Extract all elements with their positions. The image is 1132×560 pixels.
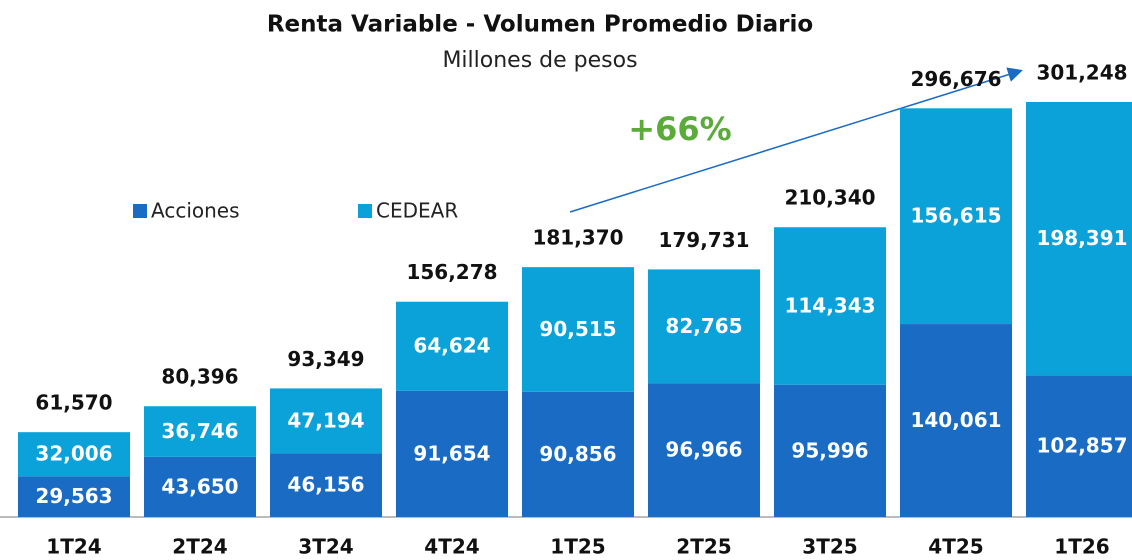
segment-label: 114,343 (784, 293, 875, 317)
segment-label: 140,061 (910, 408, 1001, 432)
legend-label: Acciones (151, 199, 240, 223)
bar-segment (270, 453, 382, 517)
bar-segment (1026, 102, 1132, 376)
x-tick-label: 1T26 (1054, 535, 1109, 559)
total-label: 181,370 (532, 226, 623, 250)
total-label: 179,731 (658, 228, 749, 252)
segment-label: 82,765 (665, 314, 742, 338)
x-tick-label: 4T24 (424, 535, 479, 559)
total-label: 156,278 (406, 260, 497, 284)
segment-label: 95,996 (791, 438, 868, 462)
x-tick-label: 4T25 (928, 535, 983, 559)
bar-segment (144, 406, 256, 457)
bar-segment (900, 324, 1012, 517)
bar-segment (900, 108, 1012, 325)
bar-segment (18, 476, 130, 517)
x-tick-label: 3T25 (802, 535, 857, 559)
bar-segment (270, 388, 382, 454)
x-tick-label: 1T25 (550, 535, 605, 559)
segment-label: 47,194 (287, 408, 364, 432)
bar-segment (648, 269, 760, 384)
segment-label: 96,966 (665, 438, 742, 462)
segment-label: 198,391 (1036, 226, 1127, 250)
x-tick-label: 1T24 (46, 535, 101, 559)
legend-swatch (358, 204, 372, 218)
bar-segment (144, 456, 256, 517)
annotation: +66% (628, 110, 731, 148)
segment-label: 90,856 (539, 442, 616, 466)
segment-label: 102,857 (1036, 434, 1127, 458)
segment-label: 46,156 (287, 473, 364, 497)
segment-label: 64,624 (413, 334, 490, 358)
total-label: 210,340 (784, 186, 875, 210)
trend-arrow (569, 67, 1023, 213)
x-tick-label: 2T25 (676, 535, 731, 559)
bar-segment (396, 390, 508, 517)
x-tick-label: 3T24 (298, 535, 353, 559)
total-label: 93,349 (287, 347, 364, 371)
segment-label: 90,515 (539, 317, 616, 341)
segment-label: 32,006 (35, 442, 112, 466)
bar-segment (648, 383, 760, 517)
segment-label: 156,615 (910, 204, 1001, 228)
bar-segment (522, 391, 634, 517)
bar-segment (18, 432, 130, 477)
chart-title: Renta Variable - Volumen Promedio Diario (267, 12, 813, 38)
x-tick-label: 2T24 (172, 535, 227, 559)
bar-segment (396, 301, 508, 391)
bar-segment (774, 384, 886, 517)
segment-label: 36,746 (161, 419, 238, 443)
segment-label: 43,650 (161, 474, 238, 498)
bar-segment (522, 267, 634, 392)
total-label: 301,248 (1036, 61, 1127, 85)
bar-segment (774, 227, 886, 385)
chart-subtitle: Millones de pesos (442, 48, 637, 73)
total-label: 296,676 (910, 67, 1001, 91)
total-label: 80,396 (161, 365, 238, 389)
legend-label: CEDEAR (376, 199, 458, 223)
total-label: 61,570 (35, 391, 112, 415)
segment-label: 29,563 (35, 484, 112, 508)
legend-swatch (133, 204, 147, 218)
segment-label: 91,654 (413, 441, 490, 465)
bar-segment (1026, 375, 1132, 517)
